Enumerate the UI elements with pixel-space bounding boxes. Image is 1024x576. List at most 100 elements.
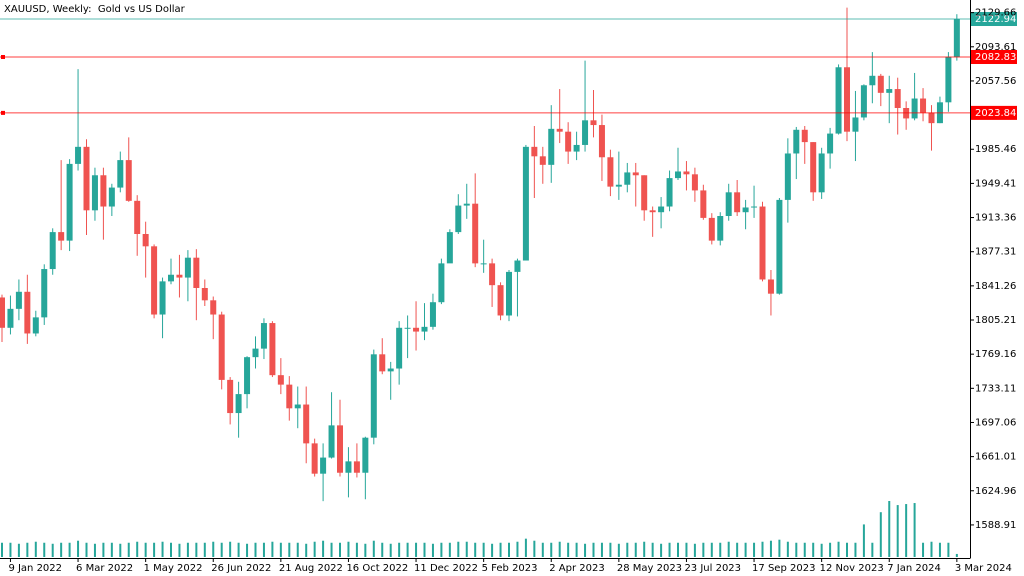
candle-body	[117, 160, 124, 188]
volume-bar	[575, 542, 578, 557]
volume-bar	[862, 524, 865, 557]
candle-body	[108, 187, 115, 207]
y-tick-label: 1733.11	[975, 383, 1016, 394]
volume-bar	[161, 541, 164, 557]
candle-body	[421, 326, 428, 332]
volume-bar	[43, 542, 46, 557]
volume-bar	[829, 542, 832, 557]
candle-body	[100, 175, 107, 207]
x-tick-label: 5 Feb 2023	[482, 563, 538, 574]
candle-body	[83, 146, 90, 211]
volume-bar	[778, 539, 781, 557]
volume-bar	[846, 542, 848, 557]
candle-body	[125, 160, 132, 201]
x-tick-label: 9 Jan 2022	[8, 563, 62, 574]
candle-body	[438, 263, 445, 303]
candle-layer	[0, 7, 960, 502]
candle-body	[311, 443, 318, 474]
x-tick-label: 12 Nov 2023	[820, 563, 884, 574]
candle-body	[134, 200, 141, 234]
candle-body	[632, 172, 639, 176]
candle-body	[522, 146, 529, 261]
candle-body	[565, 131, 572, 152]
volume-bar	[938, 542, 941, 557]
volume-bar	[313, 541, 316, 557]
candle-body	[886, 89, 893, 93]
volume-bar	[457, 541, 460, 557]
candle-body	[751, 206, 758, 208]
candle-body	[286, 384, 293, 409]
volume-bar	[879, 512, 882, 557]
volume-bar	[144, 542, 147, 557]
volume-bar	[26, 542, 29, 557]
price-line-layer: 2122.94 2082.83 2023.84	[0, 12, 1017, 120]
candle-body	[429, 302, 436, 327]
price-label-box	[971, 12, 1017, 27]
candle-body	[32, 317, 39, 334]
volume-bar	[558, 541, 561, 557]
y-tick-label: 1841.26	[975, 281, 1016, 292]
candle-body	[810, 142, 817, 193]
volume-bar	[296, 542, 299, 557]
y-tick-label: 1588.91	[975, 520, 1016, 531]
volume-bar	[170, 542, 172, 557]
volume-bar	[339, 542, 341, 557]
candle-body	[151, 246, 158, 315]
candle-body	[269, 323, 276, 376]
volume-bar	[550, 542, 553, 557]
candle-body	[641, 175, 648, 211]
volume-bar	[271, 541, 274, 557]
candle-body	[945, 56, 952, 103]
candle-body	[497, 285, 504, 316]
y-tick-label: 1661.01	[975, 452, 1016, 463]
candle-body	[176, 274, 183, 278]
candle-body	[835, 67, 842, 134]
volume-bar	[9, 542, 12, 557]
candle-body	[573, 144, 580, 152]
volume-bar	[533, 540, 536, 557]
volume-bar	[136, 541, 139, 557]
volume-bar	[922, 542, 925, 557]
candle-body	[506, 271, 512, 316]
x-tick-label: 6 Mar 2022	[76, 563, 133, 574]
candle-body	[201, 288, 208, 301]
candle-body	[0, 297, 5, 328]
candle-body	[691, 174, 698, 191]
volume-bar	[229, 541, 232, 557]
candle-body	[844, 67, 850, 132]
volume-bar	[617, 543, 620, 557]
volume-bar	[710, 542, 713, 557]
candle-body	[818, 153, 825, 193]
volume-bar	[541, 542, 544, 557]
candle-body	[607, 157, 614, 187]
candle-body	[598, 125, 605, 158]
volume-bar	[372, 540, 375, 557]
candle-body	[658, 206, 665, 213]
candle-body	[776, 199, 783, 294]
volume-bar	[702, 542, 705, 557]
candle-body	[303, 404, 310, 444]
candle-body	[294, 404, 301, 409]
candle-body	[759, 206, 766, 280]
candle-body	[210, 300, 217, 315]
candle-body	[480, 263, 487, 265]
volume-bar	[212, 541, 215, 557]
candle-body	[168, 274, 174, 282]
candle-body	[277, 375, 284, 385]
volume-bar	[186, 542, 189, 557]
candle-body	[379, 354, 386, 372]
candle-body	[539, 156, 546, 165]
volume-bar	[85, 542, 88, 557]
volume-bar	[668, 542, 671, 557]
candle-body	[345, 461, 352, 473]
candle-body	[953, 19, 960, 57]
x-tick-label: 1 May 2022	[144, 563, 203, 574]
y-tick-label: 2129.66	[975, 8, 1016, 19]
candle-body	[801, 129, 808, 143]
candle-body	[725, 192, 732, 216]
candle-body	[582, 120, 589, 145]
x-tick-label: 11 Dec 2022	[414, 563, 478, 574]
candle-body	[472, 203, 479, 264]
volume-bar	[584, 543, 587, 557]
candle-body	[877, 75, 884, 93]
